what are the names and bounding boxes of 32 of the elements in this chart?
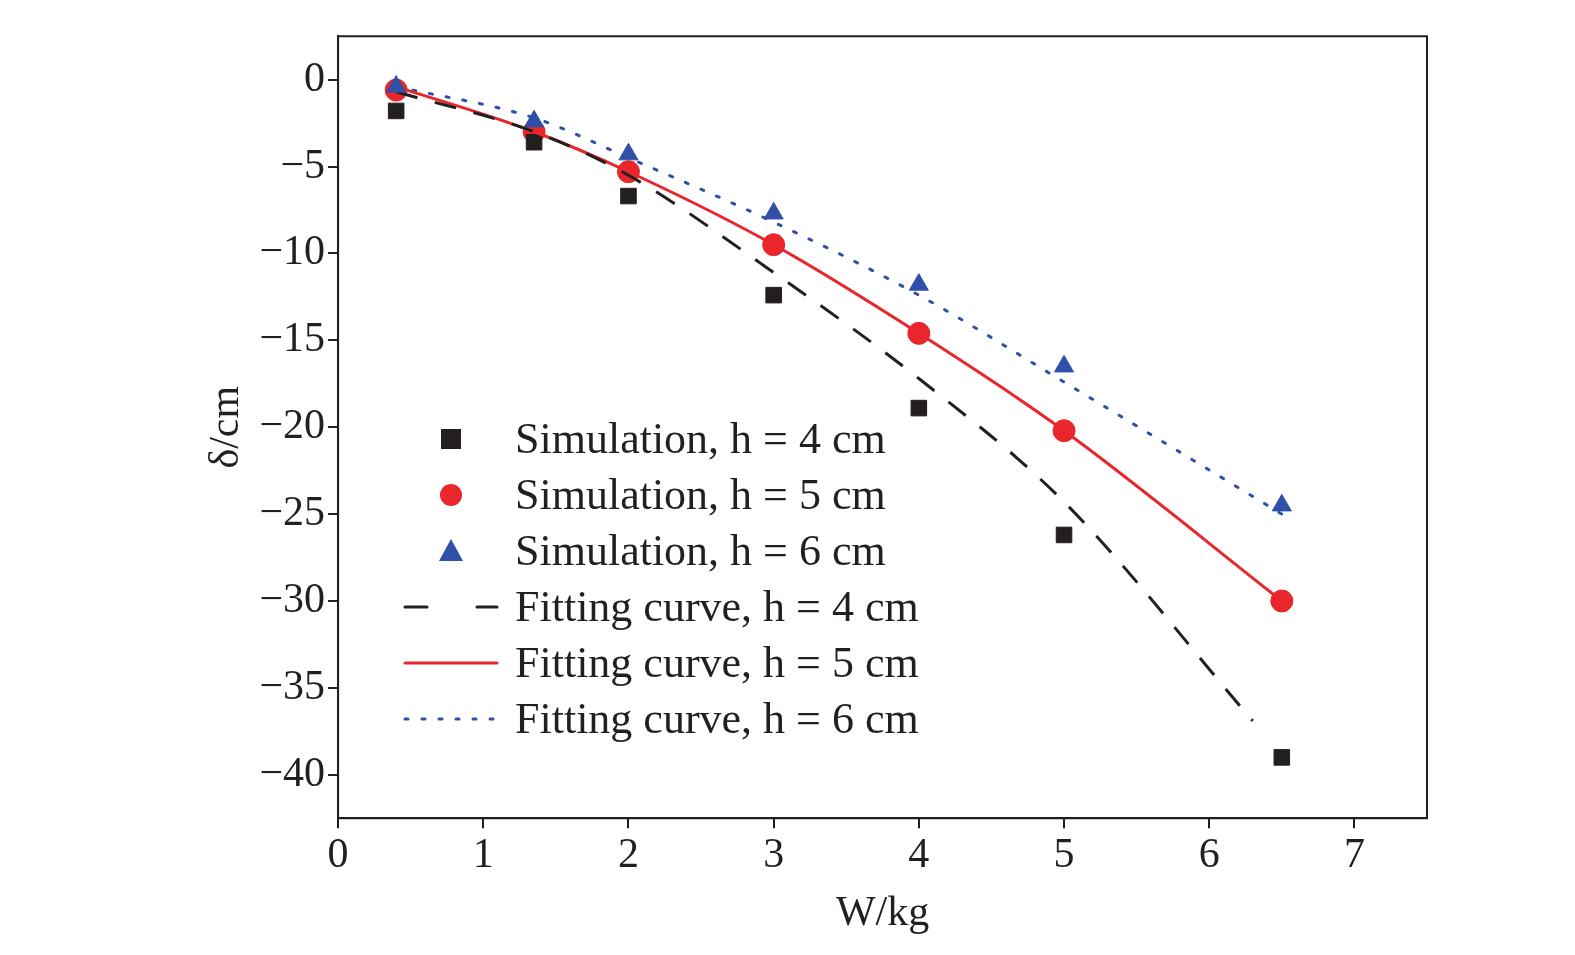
y-tick-label: −35 — [259, 661, 326, 708]
x-axis-title: W/kg — [835, 887, 930, 934]
y-tick-label: −15 — [259, 314, 326, 361]
y-tick-label: −5 — [280, 140, 326, 187]
y-tick-label: −40 — [259, 748, 326, 795]
y-axis-title: δ/cm — [201, 385, 248, 469]
point — [620, 187, 637, 205]
point — [1270, 589, 1294, 613]
point — [1273, 749, 1291, 766]
legend-label: Simulation, h = 6 cm — [515, 525, 886, 577]
point — [525, 133, 543, 151]
legend-label: Simulation, h = 4 cm — [515, 413, 886, 465]
y-tick-label: −25 — [259, 488, 326, 535]
x-tick-label: 2 — [617, 830, 639, 877]
y-tick-label: −30 — [259, 575, 326, 622]
legend-label: Fitting curve, h = 5 cm — [515, 637, 919, 689]
point — [910, 399, 928, 417]
x-tick-label: 4 — [908, 830, 930, 877]
x-tick-label: 6 — [1198, 830, 1220, 877]
legend-label: Fitting curve, h = 6 cm — [515, 693, 919, 745]
legend-label: Fitting curve, h = 4 cm — [515, 581, 919, 633]
x-tick-label: 5 — [1053, 830, 1075, 877]
y-tick-label: 0 — [304, 53, 326, 100]
point — [1055, 526, 1073, 544]
x-tick-label: 7 — [1343, 830, 1365, 877]
y-tick-label: −10 — [259, 227, 326, 274]
legend-label: Simulation, h = 5 cm — [515, 469, 886, 521]
point — [765, 286, 782, 304]
x-tick-label: 1 — [472, 830, 494, 877]
point — [387, 102, 405, 120]
y-tick-label: −20 — [259, 401, 326, 448]
x-tick-label: 3 — [763, 830, 785, 877]
